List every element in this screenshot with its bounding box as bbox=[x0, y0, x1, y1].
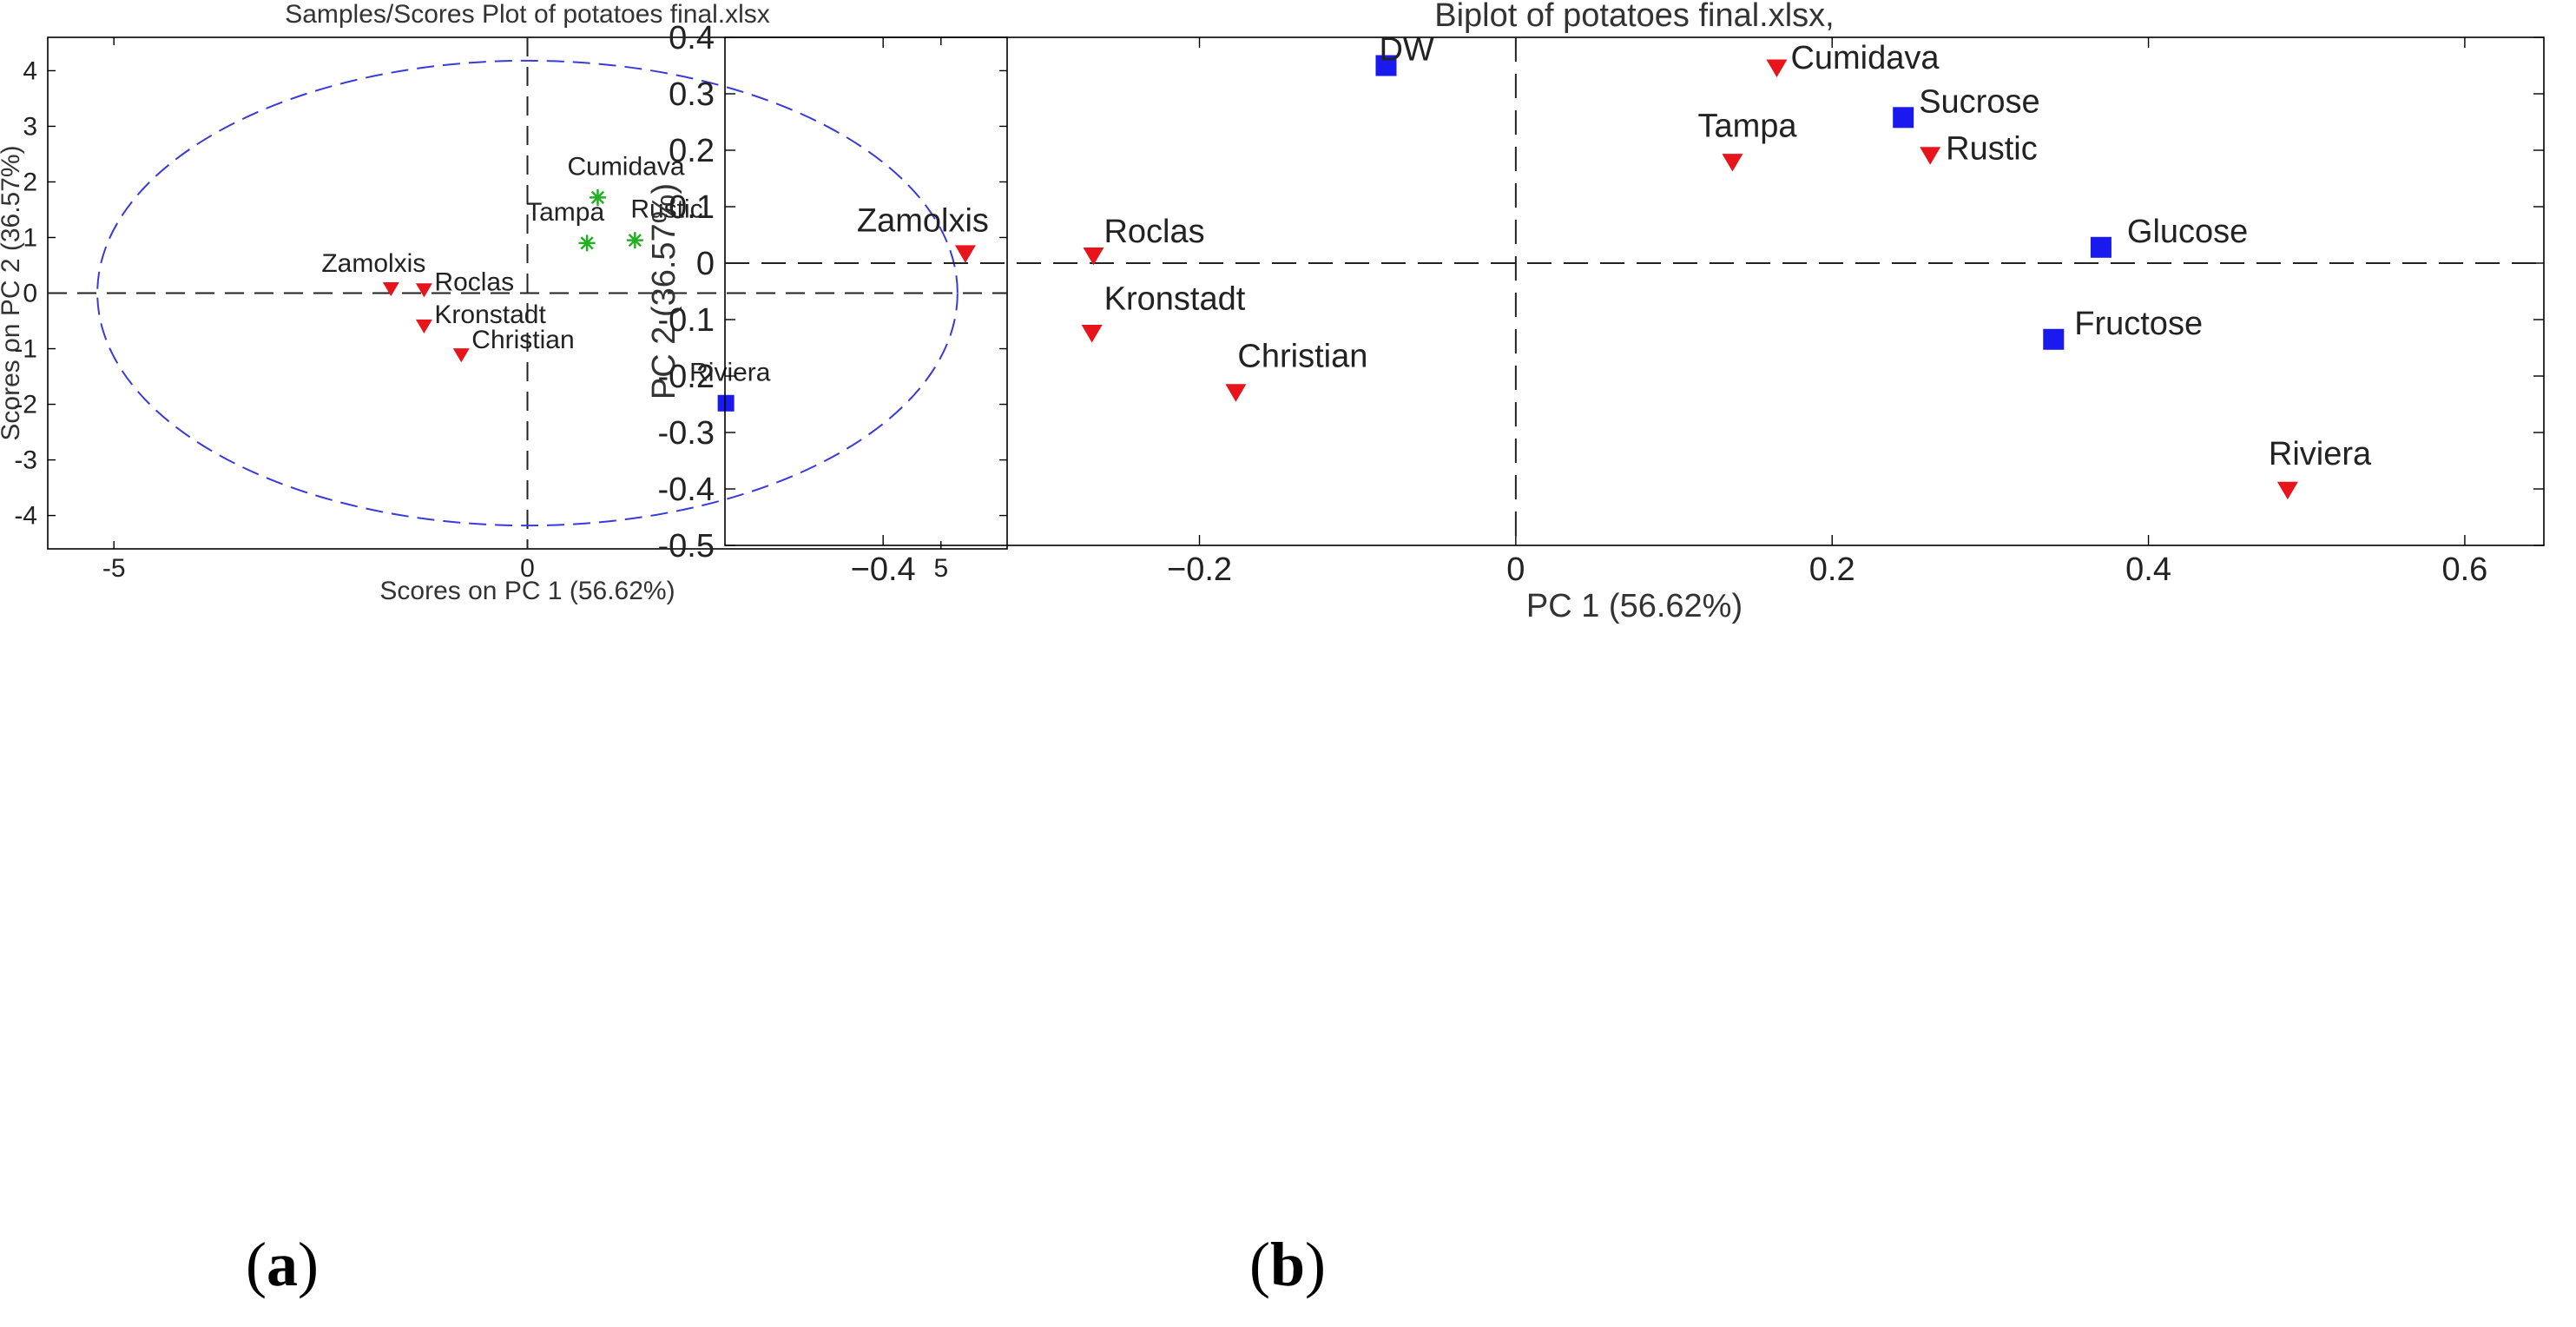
chart-title: Samples/Scores Plot of potatoes final.xl… bbox=[285, 0, 770, 29]
y-tick-label: -0.4 bbox=[658, 472, 715, 508]
y-tick-label: -1 bbox=[14, 335, 37, 364]
point-label-roclas: Roclas bbox=[1104, 214, 1204, 250]
panel-label-open-paren: ( bbox=[1249, 1230, 1270, 1299]
y-tick-label: -0.3 bbox=[658, 415, 715, 452]
point-marker-tampa bbox=[578, 234, 596, 252]
panel-label-a: (a) bbox=[246, 1230, 319, 1299]
plot-frame bbox=[724, 36, 2545, 546]
panel-label-letter: a bbox=[267, 1230, 298, 1299]
point-label-rustic: Rustic bbox=[630, 195, 702, 224]
series-samples: Cumidava Tampa Rustic Zamolxis Roclas Kronsta… bbox=[857, 40, 2372, 500]
x-tick-label: 0 bbox=[1506, 551, 1525, 588]
x-tick-label: 0 bbox=[520, 554, 535, 583]
series-cluster-3: Riviera bbox=[689, 358, 771, 412]
point-label-sucrose: Sucrose bbox=[1919, 83, 2039, 120]
panel-label-open-paren: ( bbox=[246, 1230, 267, 1299]
y-tick-label: -4 bbox=[14, 502, 37, 531]
y-tick-label: -0.5 bbox=[658, 528, 715, 564]
y-tick-label: -0.1 bbox=[658, 302, 715, 339]
y-axis-label: PC 2 (36.57%) bbox=[646, 183, 682, 399]
point-marker-cumidava-stroke bbox=[590, 190, 605, 204]
point-label-cumidava: Cumidava bbox=[1790, 40, 1940, 76]
y-tick-label: 2 bbox=[23, 168, 37, 196]
point-marker-cumidava bbox=[1766, 59, 1788, 77]
point-label-tampa: Tampa bbox=[526, 198, 604, 227]
point-marker-riviera bbox=[717, 394, 735, 412]
x-tick-label: 0.2 bbox=[1809, 551, 1855, 588]
point-label-glucose: Glucose bbox=[2127, 214, 2248, 250]
point-marker-roclas bbox=[415, 283, 432, 298]
y-tick-label: -2 bbox=[14, 391, 37, 419]
point-marker-roclas bbox=[1083, 248, 1104, 266]
x-tick-label: −0.4 bbox=[851, 551, 916, 588]
point-marker-rustic bbox=[1920, 147, 1941, 165]
point-marker-kronstadt bbox=[1081, 325, 1103, 343]
y-tick-label: 4 bbox=[23, 56, 37, 85]
point-label-riviera: Riviera bbox=[689, 358, 771, 386]
series-variables: DW Sucrose Glucose Fructose bbox=[1375, 32, 2248, 350]
panel-label-close-paren: ) bbox=[298, 1230, 319, 1299]
panel-label-b: (b) bbox=[1249, 1230, 1326, 1299]
point-label-roclas: Roclas bbox=[434, 267, 514, 296]
chart-panel-a: Samples/Scores Plot of potatoes final.xl… bbox=[0, 0, 1008, 605]
y-tick-label: -3 bbox=[14, 446, 37, 475]
point-marker-dw bbox=[1375, 55, 1397, 76]
y-tick-label: 1 bbox=[23, 223, 37, 252]
panel-label-letter: b bbox=[1270, 1230, 1305, 1299]
y-tick-label: 0.3 bbox=[669, 76, 715, 113]
point-marker-kronstadt bbox=[415, 319, 432, 333]
point-label-kronstadt: Kronstadt bbox=[1104, 281, 1246, 317]
point-label-christian: Christian bbox=[1237, 339, 1367, 375]
point-marker-rustic bbox=[626, 232, 643, 249]
x-tick-label: -5 bbox=[102, 554, 126, 583]
point-marker-cumidava bbox=[589, 188, 606, 206]
confidence-ellipse bbox=[96, 59, 959, 527]
y-tick-label: -0.2 bbox=[658, 359, 715, 395]
point-label-kronstadt: Kronstadt bbox=[434, 300, 546, 329]
y-tick-label: 3 bbox=[23, 112, 37, 141]
y-tick-label: 0 bbox=[696, 246, 715, 282]
point-marker-riviera bbox=[2276, 481, 2298, 500]
point-marker-tampa bbox=[1722, 154, 1743, 172]
y-tick-label: 0.1 bbox=[669, 189, 715, 226]
y-tick-label: 0 bbox=[23, 280, 37, 308]
x-axis-label: Scores on PC 1 (56.62%) bbox=[379, 577, 675, 605]
point-label-zamolxis: Zamolxis bbox=[857, 203, 989, 240]
point-marker-rustic-stroke bbox=[628, 234, 642, 248]
point-marker-glucose bbox=[2090, 236, 2112, 258]
point-label-tampa: Tampa bbox=[1697, 108, 1797, 144]
series-cluster-2: Cumidava Tampa Rustic bbox=[526, 152, 703, 252]
point-label-cumidava: Cumidava bbox=[567, 152, 684, 181]
y-tick-label: 0.2 bbox=[669, 133, 715, 169]
x-tick-label: −0.2 bbox=[1167, 551, 1232, 588]
x-tick-label: 0.4 bbox=[2125, 551, 2171, 588]
x-tick-label: 0.6 bbox=[2441, 551, 2487, 588]
point-marker-fructose bbox=[2043, 328, 2065, 350]
point-label-zamolxis: Zamolxis bbox=[321, 249, 425, 278]
point-marker-christian bbox=[452, 348, 470, 363]
point-label-riviera: Riviera bbox=[2269, 436, 2372, 472]
chart-panel-b: Biplot of potatoes final.xlsx, PC 1 (56.6… bbox=[646, 0, 2545, 624]
point-marker-zamolxis bbox=[954, 245, 976, 263]
point-label-fructose: Fructose bbox=[2074, 306, 2203, 342]
point-label-dw: DW bbox=[1379, 32, 1433, 69]
y-axis-label: Scores on PC 2 (36.57%) bbox=[0, 145, 25, 440]
point-marker-sucrose bbox=[1893, 107, 1914, 129]
point-marker-tampa-stroke bbox=[580, 236, 594, 250]
point-marker-zamolxis bbox=[382, 281, 399, 297]
x-tick-label: 5 bbox=[933, 554, 948, 583]
point-label-christian: Christian bbox=[471, 326, 574, 354]
y-tick-label: 0.4 bbox=[669, 20, 715, 56]
point-marker-christian bbox=[1225, 384, 1247, 402]
x-axis-label: PC 1 (56.62%) bbox=[1526, 588, 1743, 624]
panel-label-close-paren: ) bbox=[1305, 1230, 1326, 1299]
point-label-rustic: Rustic bbox=[1946, 131, 2038, 168]
chart-title: Biplot of potatoes final.xlsx, bbox=[1434, 0, 1834, 34]
